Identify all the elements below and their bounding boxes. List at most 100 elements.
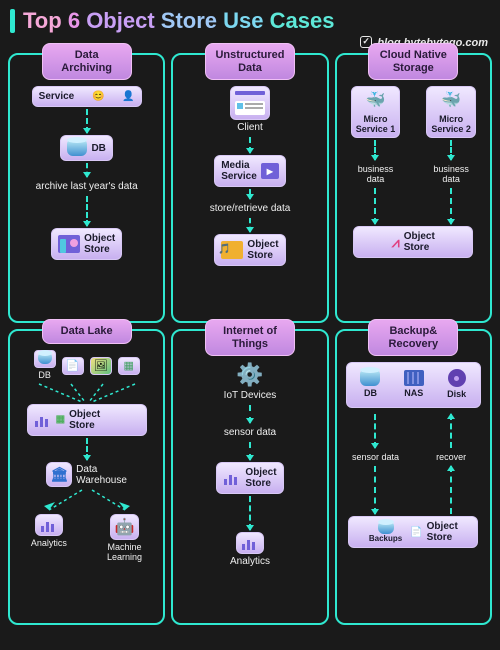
arrow-down-icon xyxy=(249,137,251,153)
object-store-label: ObjectStore xyxy=(427,521,458,543)
play-icon: ▶ xyxy=(261,163,279,179)
backups-label: Backups xyxy=(369,534,402,543)
object-store-label: ObjectStore xyxy=(84,233,115,255)
arrow-caption: archive last year's data xyxy=(36,181,138,192)
chart-icon xyxy=(223,471,241,485)
arrow-down-icon xyxy=(374,466,376,514)
object-store-label: ObjectStore xyxy=(69,409,100,431)
converge-arrows-icon xyxy=(27,382,147,404)
title-word: 6 xyxy=(68,8,80,33)
dw-label: DataWarehouse xyxy=(76,464,127,486)
object-store-icon xyxy=(58,235,80,253)
iot-device-icon: ⚙️ xyxy=(236,362,263,388)
cell-cloud-native: Cloud NativeStorage 🐳 MicroService 1 bus… xyxy=(335,53,492,323)
docs-source-icon: 📄 xyxy=(62,357,84,375)
arrow-caption: businessdata xyxy=(433,164,469,184)
arrow-down-icon xyxy=(249,442,251,460)
microservice-node: 🐳 MicroService 2 xyxy=(426,86,476,138)
arrow-down-icon xyxy=(86,438,88,460)
document-icon: 📄 xyxy=(410,527,422,538)
outputs-row: Analytics 🤖 MachineLearning xyxy=(14,514,159,564)
object-store-node: 🎵 ObjectStore xyxy=(214,234,285,266)
arrow-up-icon xyxy=(450,466,452,514)
ms1-label: MicroService 1 xyxy=(356,114,396,134)
analytics-node xyxy=(35,514,63,536)
object-store-node: Backups 📄 ObjectStore xyxy=(348,516,478,548)
object-store-label: ObjectStore xyxy=(247,239,278,261)
grid-icon: ▦ xyxy=(56,414,65,425)
object-store-node: ▦ ObjectStore xyxy=(27,404,147,436)
cell-backup-recovery: Backup&Recovery DB NAS Disk sensor data … xyxy=(335,329,492,625)
analytics-icon xyxy=(241,536,259,550)
storage-sources-node: DB NAS Disk xyxy=(346,362,481,408)
nas-icon xyxy=(404,370,424,386)
cell-header: Backup&Recovery xyxy=(368,319,458,356)
database-icon xyxy=(360,370,380,386)
object-store-node: ObjectStore xyxy=(51,228,122,260)
arrow-down-icon xyxy=(86,163,88,177)
disk-label: Disk xyxy=(447,389,466,399)
use-case-grid: DataArchiving Service 😊 👤 DB archive las… xyxy=(0,49,500,633)
media-service-node: MediaService ▶ xyxy=(214,155,286,187)
service-label: Service xyxy=(39,91,75,102)
chart-icon xyxy=(34,413,52,427)
cell-header: DataArchiving xyxy=(42,43,132,80)
title-accent xyxy=(10,9,15,33)
cell-iot: Internet ofThings ⚙️ IoT Devices sensor … xyxy=(171,329,328,625)
db-node: DB xyxy=(60,135,112,161)
user-icon: 👤 xyxy=(122,91,134,102)
source-row: DB 📄 🖼 ▦ xyxy=(34,350,140,382)
cell-header: Data Lake xyxy=(42,319,132,344)
arrow-down-icon xyxy=(86,109,88,133)
docker-icon: 🐳 xyxy=(366,90,386,110)
table-source-icon: ▦ xyxy=(118,357,140,375)
title-word: Object xyxy=(86,8,154,33)
cell-unstructured-data: UnstructuredData Client MediaService ▶ s… xyxy=(171,53,328,323)
cell-data-lake: Data Lake DB 📄 🖼 ▦ ▦ ObjectStore 🏛 DataW… xyxy=(8,329,165,625)
vector-icon: ⩘ xyxy=(392,234,400,251)
page-title: Top 6 Object Store Use Cases xyxy=(23,8,334,34)
object-store-label: ObjectStore xyxy=(404,231,435,253)
dw-node: 🏛 DataWarehouse xyxy=(46,462,127,488)
media-label: MediaService xyxy=(221,160,257,182)
microservices-row: 🐳 MicroService 1 businessdata 🐳 MicroSer… xyxy=(341,86,486,226)
object-store-node: ObjectStore xyxy=(216,462,283,494)
service-node: Service 😊 👤 xyxy=(32,86,142,107)
client-label: Client xyxy=(237,122,263,133)
db-source-label: DB xyxy=(38,370,51,380)
db-label: DB xyxy=(91,143,105,154)
analytics-label: Analytics xyxy=(31,538,67,548)
cell-data-archiving: DataArchiving Service 😊 👤 DB archive las… xyxy=(8,53,165,323)
media-folder-icon: 🎵 xyxy=(221,241,243,259)
ml-icon: 🤖 xyxy=(115,517,135,537)
backups-icon xyxy=(378,522,394,534)
emoji-icon: 😊 xyxy=(92,91,104,102)
image-source-icon: 🖼 xyxy=(90,357,112,375)
arrow-down-icon xyxy=(249,496,251,530)
title-word: Use xyxy=(223,8,263,33)
arrow-caption: recover xyxy=(436,452,466,462)
diverge-arrows-icon xyxy=(27,488,147,514)
cell-header: UnstructuredData xyxy=(205,43,295,80)
arrow-down-icon xyxy=(374,140,376,160)
microservice-node: 🐳 MicroService 1 xyxy=(351,86,401,138)
ml-node: 🤖 xyxy=(110,514,140,540)
ml-label: MachineLearning xyxy=(107,542,142,562)
arrow-down-icon xyxy=(249,405,251,423)
title-word: Cases xyxy=(270,8,335,33)
arrow-down-icon xyxy=(450,140,452,160)
arrow-caption: businessdata xyxy=(358,164,394,184)
title-word: Store xyxy=(161,8,217,33)
warehouse-icon: 🏛 xyxy=(50,466,68,483)
arrow-caption: store/retrieve data xyxy=(210,203,291,214)
ms2-label: MicroService 2 xyxy=(431,114,471,134)
arrow-up-icon xyxy=(450,414,452,448)
object-store-node: ⩘ ObjectStore xyxy=(353,226,473,258)
arrow-down-icon xyxy=(249,189,251,199)
nas-label: NAS xyxy=(404,388,423,398)
arrow-down-icon xyxy=(249,218,251,232)
arrow-down-icon xyxy=(86,196,88,226)
cell-header: Internet ofThings xyxy=(205,319,295,356)
client-node: Client xyxy=(230,86,270,135)
docker-icon: 🐳 xyxy=(441,90,461,110)
